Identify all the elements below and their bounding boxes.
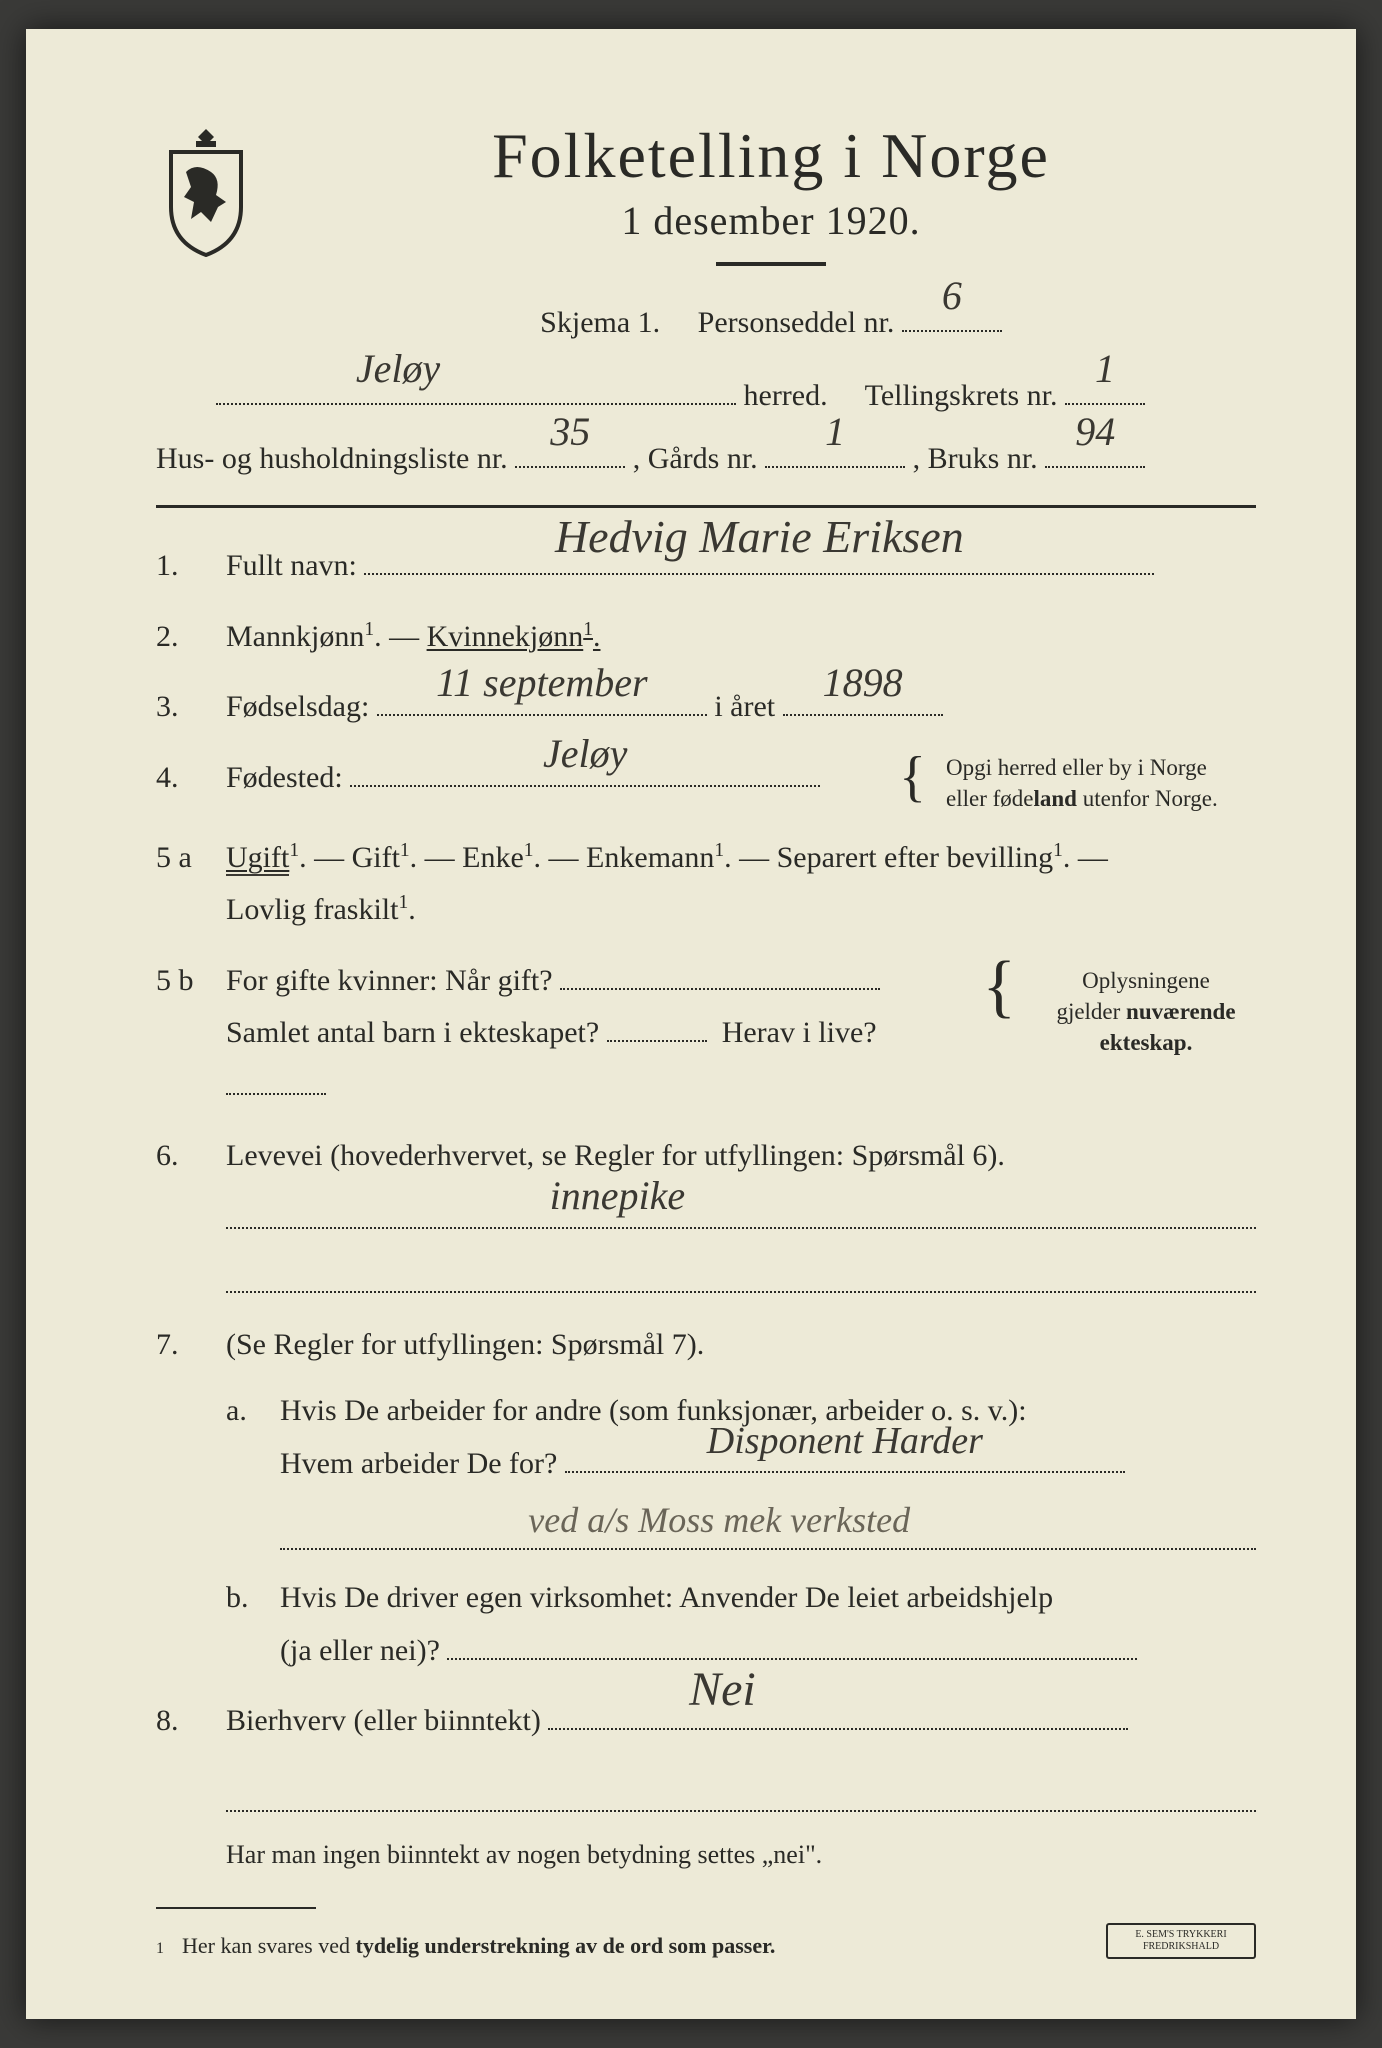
q2-num: 2.	[156, 620, 212, 654]
q5a-enke: Enke	[462, 841, 524, 874]
census-form-page: Folketelling i Norge 1 desember 1920. Sk…	[26, 29, 1356, 2019]
herred-label: herred.	[744, 379, 828, 412]
q7b-field	[447, 1627, 1137, 1660]
q4-num: 4.	[156, 761, 212, 795]
personseddel-label: Personseddel nr.	[698, 306, 895, 339]
personseddel-nr-field: 6	[902, 299, 1002, 332]
q4-note: Opgi herred eller by i Norge eller fødel…	[946, 752, 1256, 814]
q7a-value1: Disponent Harder	[707, 1408, 983, 1475]
q4-label: Fødested:	[226, 761, 343, 794]
q4: 4. Fødested: Jeløy { Opgi herred eller b…	[156, 752, 1256, 814]
q3-day-field: 11 september	[377, 683, 707, 716]
footnote-text: Her kan svares ved tydelig understreknin…	[182, 1933, 775, 1959]
q3-year-field: 1898	[783, 683, 943, 716]
q8-value: Nei	[689, 1648, 756, 1732]
q7a-value2: ved a/s Moss mek verksted	[528, 1489, 910, 1552]
q2-body: Mannkjønn1. — Kvinnekjønn1.	[226, 611, 1256, 664]
footnote-num: 1	[156, 1940, 164, 1958]
brace-icon: {	[899, 752, 926, 802]
q8-label: Bierhverv (eller biinntekt)	[226, 1704, 541, 1737]
herred-field: Jeløy	[216, 372, 736, 405]
q5b-gift-field	[560, 957, 880, 990]
q5a-body: Ugift1. — Gift1. — Enke1. — Enkemann1. —…	[226, 832, 1256, 937]
q1: 1. Fullt navn: Hedvig Marie Eriksen	[156, 540, 1256, 593]
q7: 7. (Se Regler for utfyllingen: Spørsmål …	[156, 1319, 1256, 1678]
gards-value: 1	[825, 394, 845, 470]
q5b: 5 b For gifte kvinner: Når gift? Samlet …	[156, 955, 1256, 1113]
gards-label: , Gårds nr.	[633, 442, 758, 475]
tellingskrets-label: Tellingskrets nr.	[865, 379, 1058, 412]
title-block: Folketelling i Norge 1 desember 1920. Sk…	[286, 119, 1256, 357]
q7a-num: a.	[226, 1385, 266, 1438]
q8-num: 8.	[156, 1704, 212, 1738]
q7b-label1: Hvis De driver egen virksomhet: Anvender…	[280, 1581, 1053, 1614]
q7a-field-2: ved a/s Moss mek verksted	[280, 1510, 1256, 1550]
personseddel-nr-value: 6	[942, 258, 962, 334]
q1-label: Fullt navn:	[226, 549, 357, 582]
q5a-fraskilt: Lovlig fraskilt	[226, 893, 398, 926]
printer-stamp: E. SEM'S TRYKKERI FREDRIKSHALD	[1106, 1923, 1256, 1959]
q5a-enkemann: Enkemann	[586, 841, 714, 874]
q7a-label2: Hvem arbeider De for?	[280, 1447, 557, 1480]
q5a: 5 a Ugift1. — Gift1. — Enke1. — Enkemann…	[156, 832, 1256, 937]
q1-value: Hedvig Marie Eriksen	[555, 497, 964, 578]
q8-note: Har man ingen biinntekt av nogen betydni…	[226, 1832, 1256, 1878]
herred-value: Jeløy	[356, 331, 440, 407]
q5b-live-field	[226, 1062, 326, 1095]
q5a-ugift: Ugift	[226, 841, 289, 876]
q5b-label-a: For gifte kvinner: Når gift?	[226, 964, 553, 997]
ids-row: Hus- og husholdningsliste nr. 35 , Gårds…	[156, 430, 1256, 487]
bruks-value: 94	[1075, 394, 1115, 470]
q3: 3. Fødselsdag: 11 september i året 1898	[156, 681, 1256, 734]
q5b-label-b: Samlet antal barn i ekteskapet?	[226, 1016, 599, 1049]
q2: 2. Mannkjønn1. — Kvinnekjønn1.	[156, 611, 1256, 664]
q1-field: Hedvig Marie Eriksen	[364, 542, 1154, 575]
q4-field: Jeløy	[350, 754, 820, 787]
husliste-value: 35	[550, 394, 590, 470]
title-rule	[716, 262, 826, 266]
main-title: Folketelling i Norge	[286, 119, 1256, 193]
subtitle: 1 desember 1920.	[286, 197, 1256, 244]
brace-icon: {	[982, 955, 1016, 1018]
q3-mid: i året	[714, 690, 782, 723]
footnote-rule	[156, 1907, 316, 1909]
bruks-field: 94	[1045, 435, 1145, 468]
q5a-num: 5 a	[156, 841, 212, 875]
q3-num: 3.	[156, 690, 212, 724]
bruks-label: , Bruks nr.	[913, 442, 1038, 475]
q3-year-value: 1898	[823, 648, 903, 718]
husliste-field: 35	[515, 435, 625, 468]
schema-label: Skjema 1.	[540, 306, 660, 339]
q5b-barn-field	[607, 1009, 707, 1042]
q6: 6. Levevei (hovederhvervet, se Regler fo…	[156, 1130, 1256, 1293]
q7-num: 7.	[156, 1328, 212, 1362]
gards-field: 1	[765, 435, 905, 468]
q7b-label2: (ja eller nei)?	[280, 1634, 440, 1667]
q8: 8. Bierhverv (eller biinntekt) Nei Har m…	[156, 1695, 1256, 1877]
q8-field-1: Nei	[548, 1697, 1128, 1730]
q7b-num: b.	[226, 1572, 266, 1625]
q3-day-value: 11 september	[436, 648, 647, 718]
q5b-num: 5 b	[156, 964, 212, 998]
q3-label: Fødselsdag:	[226, 690, 369, 723]
husliste-label: Hus- og husholdningsliste nr.	[156, 442, 508, 475]
q6-num: 6.	[156, 1139, 212, 1173]
q5b-note: Oplysningene gjelder nuværende ekteskap.	[1036, 955, 1256, 1058]
q8-field-2	[226, 1772, 1256, 1812]
q5a-gift: Gift	[352, 841, 400, 874]
q6-field-1: innepike	[226, 1189, 1256, 1229]
q5a-separert: Separert efter bevilling	[777, 841, 1054, 874]
q4-value: Jeløy	[543, 719, 627, 789]
q5b-label-c: Herav i live?	[722, 1016, 877, 1049]
footnote: 1 Her kan svares ved tydelig understrekn…	[156, 1933, 1256, 1959]
q7-label: (Se Regler for utfyllingen: Spørsmål 7).	[226, 1328, 704, 1361]
q7a: a. Hvis De arbeider for andre (som funks…	[226, 1385, 1256, 1550]
header: Folketelling i Norge 1 desember 1920. Sk…	[156, 119, 1256, 357]
coat-of-arms-icon	[156, 127, 256, 257]
q1-num: 1.	[156, 549, 212, 583]
q2-mann: Mannkjønn	[226, 620, 364, 653]
q7a-field-1: Disponent Harder	[565, 1440, 1125, 1473]
q6-field-2	[226, 1253, 1256, 1293]
q6-value: innepike	[550, 1161, 686, 1231]
